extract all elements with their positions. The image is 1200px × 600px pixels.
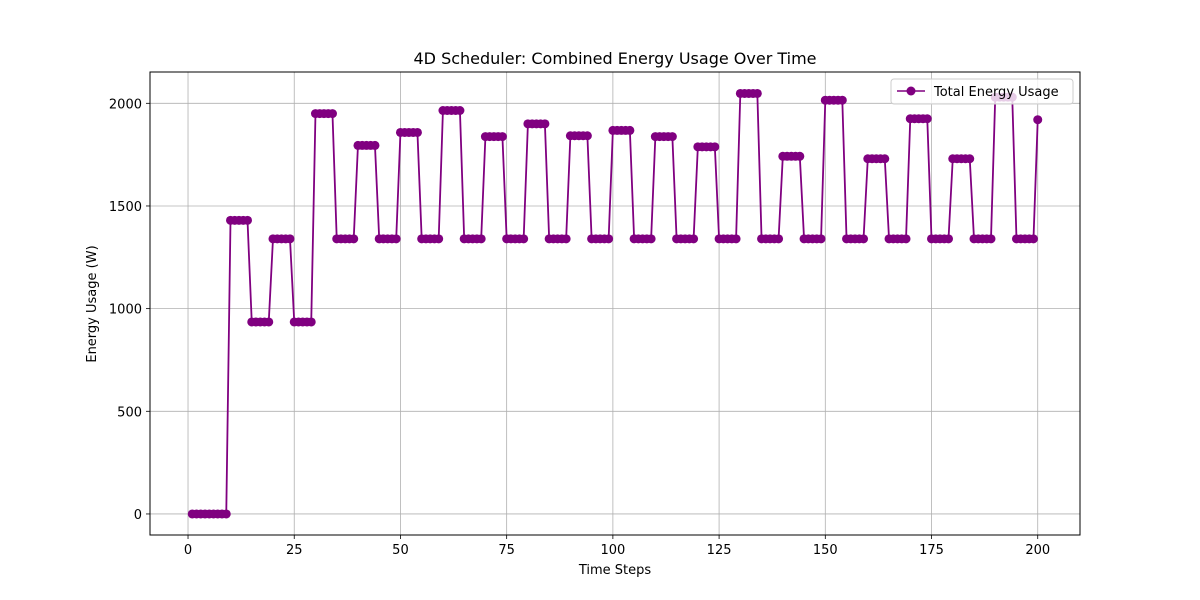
y-tick-label: 1000 [109, 303, 142, 318]
data-point [816, 234, 826, 244]
data-point [285, 234, 295, 244]
x-tick-label: 25 [286, 543, 303, 558]
data-point [625, 125, 635, 135]
data-point [561, 234, 571, 244]
y-tick-label: 0 [134, 508, 142, 523]
data-point [306, 317, 316, 327]
x-tick-label: 150 [813, 543, 838, 558]
data-point [922, 114, 932, 124]
data-point [667, 132, 677, 142]
data-point [540, 119, 550, 129]
chart-title: 4D Scheduler: Combined Energy Usage Over… [413, 49, 816, 68]
legend-label: Total Energy Usage [933, 85, 1059, 100]
x-tick-label: 175 [919, 543, 944, 558]
y-tick-label: 2000 [109, 97, 142, 112]
data-point [774, 234, 784, 244]
data-point [689, 234, 699, 244]
data-point [646, 234, 656, 244]
data-point [880, 154, 890, 164]
x-tick-label: 50 [392, 543, 409, 558]
data-point [327, 109, 337, 119]
data-point [243, 215, 252, 225]
series-line [192, 92, 1039, 515]
data-point [965, 154, 975, 164]
data-point [752, 88, 762, 98]
x-tick-label: 200 [1025, 543, 1050, 558]
data-point [349, 234, 359, 244]
data-point [434, 234, 444, 244]
y-tick-label: 500 [117, 405, 142, 420]
data-point [391, 234, 401, 244]
data-point [455, 106, 465, 115]
x-tick-label: 0 [184, 543, 192, 558]
data-point [582, 131, 592, 141]
data-point [497, 132, 507, 142]
x-tick-label: 100 [600, 543, 625, 558]
data-point [795, 151, 805, 161]
grid-lines [150, 72, 1080, 535]
series-layer [187, 88, 1043, 519]
data-point [986, 234, 996, 244]
legend-box [890, 78, 1074, 105]
data-point [476, 234, 486, 244]
data-point [731, 234, 741, 244]
data-point [901, 234, 911, 244]
data-point [412, 127, 422, 137]
data-point [944, 234, 954, 244]
data-point [370, 140, 380, 150]
x-axis-label: Time Steps [578, 563, 652, 578]
plot-frame [149, 71, 1081, 536]
y-tick-label: 1500 [109, 200, 142, 215]
x-tick-label: 125 [707, 543, 732, 558]
y-axis-label: Energy Usage (W) [85, 245, 100, 362]
legend: Total Energy Usage [890, 78, 1074, 105]
data-point [264, 317, 274, 327]
data-point [1028, 234, 1038, 244]
data-point [221, 509, 231, 519]
legend-marker-swatch [906, 86, 916, 96]
data-point [710, 142, 720, 152]
data-point [604, 234, 614, 244]
data-point [837, 95, 847, 105]
x-tick-label: 75 [498, 543, 515, 558]
data-point [519, 234, 529, 244]
data-point [1033, 115, 1043, 125]
data-point [859, 234, 869, 244]
